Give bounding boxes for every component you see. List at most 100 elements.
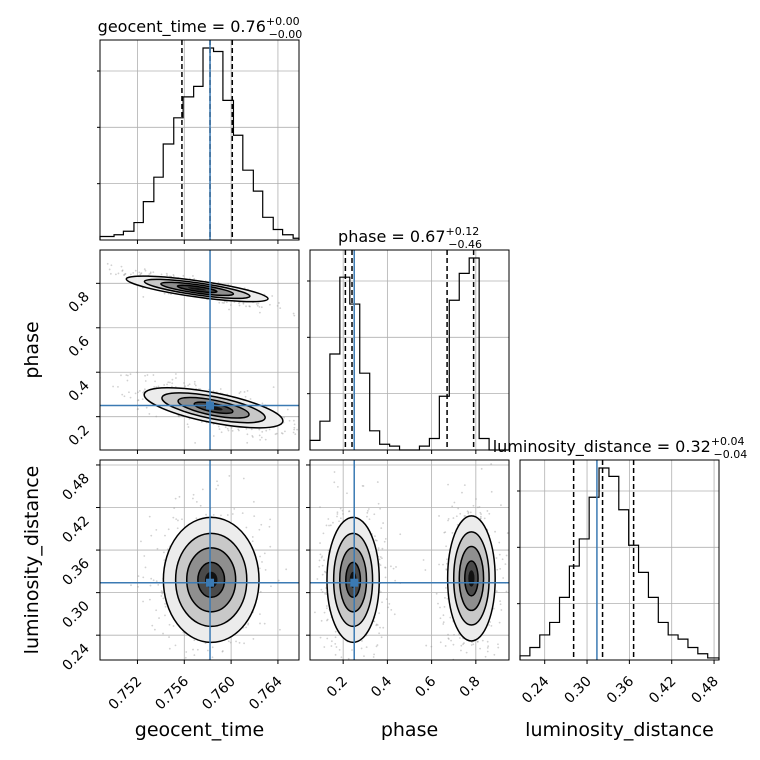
sample-point	[126, 379, 129, 382]
sample-point	[261, 430, 264, 433]
sample-point	[231, 513, 234, 515]
sample-point	[483, 517, 486, 520]
sample-point	[330, 640, 333, 643]
sample-point	[486, 640, 489, 643]
truth-point	[206, 578, 215, 587]
sample-point	[229, 641, 232, 644]
sample-point	[499, 603, 502, 606]
sample-point	[160, 273, 163, 276]
sample-point	[151, 624, 154, 627]
sample-point	[142, 296, 145, 298]
x-tick-label-luminosity_distance: 0.30	[562, 674, 595, 707]
sample-point	[260, 436, 263, 439]
sample-point	[143, 388, 146, 391]
sample-point	[259, 590, 262, 593]
sample-point	[321, 555, 324, 558]
sample-point	[245, 305, 247, 308]
sample-point	[379, 564, 382, 567]
sample-point	[123, 273, 126, 276]
sample-point	[479, 647, 482, 650]
sample-point	[375, 645, 378, 648]
sample-point	[292, 431, 295, 434]
sample-point	[384, 537, 387, 540]
sample-point	[490, 490, 493, 493]
sample-point	[136, 408, 139, 411]
sample-point	[378, 632, 381, 635]
sample-point	[152, 579, 155, 582]
sample-point	[457, 507, 460, 510]
sample-point	[188, 417, 191, 420]
sample-point	[323, 611, 326, 614]
panel-title-phase: phase = 0.67+0.12 −0.46	[338, 225, 482, 251]
sample-point	[114, 662, 116, 664]
sample-point	[324, 592, 327, 595]
sample-point	[346, 492, 348, 495]
sample-point	[129, 396, 132, 399]
x-tick-label-geocent_time: 0.752	[106, 674, 146, 714]
sample-point	[217, 425, 220, 428]
sample-point	[286, 408, 289, 411]
sample-point	[221, 650, 224, 652]
sample-point	[497, 646, 500, 649]
sample-point	[320, 619, 323, 622]
sample-point	[512, 555, 514, 557]
sample-point	[192, 648, 194, 651]
sample-point	[195, 500, 198, 503]
sample-point	[172, 273, 175, 276]
sample-point	[227, 429, 230, 432]
sample-point	[469, 511, 472, 514]
sample-point	[173, 507, 176, 510]
sample-point	[319, 506, 321, 509]
sample-point	[453, 633, 455, 636]
sample-point	[479, 515, 482, 518]
sample-point	[245, 526, 248, 529]
sample-point	[196, 648, 199, 651]
sample-point	[374, 535, 376, 538]
sample-point	[136, 399, 139, 402]
sample-point	[486, 646, 489, 649]
sample-point	[329, 524, 332, 527]
sample-point	[447, 517, 450, 520]
sample-point	[167, 528, 170, 531]
sample-point	[259, 613, 261, 615]
sample-point	[175, 518, 178, 521]
sample-point	[362, 485, 365, 487]
sample-point	[516, 571, 518, 573]
sample-point	[188, 383, 191, 386]
sample-point	[224, 426, 227, 429]
x-axis-label-luminosity_distance: luminosity_distance	[525, 719, 714, 741]
sample-point	[500, 609, 503, 611]
sample-point	[333, 481, 336, 484]
sample-point	[164, 605, 167, 608]
sample-point	[140, 272, 142, 275]
sample-point	[379, 507, 381, 510]
sample-point	[140, 540, 142, 543]
sample-point	[379, 591, 382, 593]
hist-panel-luminosity_distance	[517, 459, 720, 661]
sample-point	[219, 670, 221, 672]
sample-point	[323, 559, 325, 562]
sample-point	[123, 274, 125, 276]
sample-point	[171, 378, 174, 381]
sample-point	[480, 513, 482, 516]
sample-point	[148, 273, 151, 275]
sample-point	[246, 441, 249, 444]
sample-point	[264, 568, 267, 571]
contour-line	[193, 401, 234, 415]
sample-point	[280, 432, 283, 434]
sample-point	[245, 427, 248, 430]
sample-point	[218, 428, 221, 431]
sample-point	[146, 374, 149, 376]
sample-point	[488, 624, 490, 626]
sample-point	[388, 602, 391, 605]
sample-point	[399, 533, 402, 536]
sample-point	[243, 391, 246, 393]
sample-point	[326, 637, 329, 640]
sample-point	[249, 398, 252, 400]
sample-point	[238, 392, 241, 395]
sample-point	[125, 374, 128, 377]
sample-point	[302, 427, 304, 429]
sample-point	[200, 421, 203, 423]
sample-point	[126, 374, 129, 377]
sample-point	[249, 305, 251, 308]
